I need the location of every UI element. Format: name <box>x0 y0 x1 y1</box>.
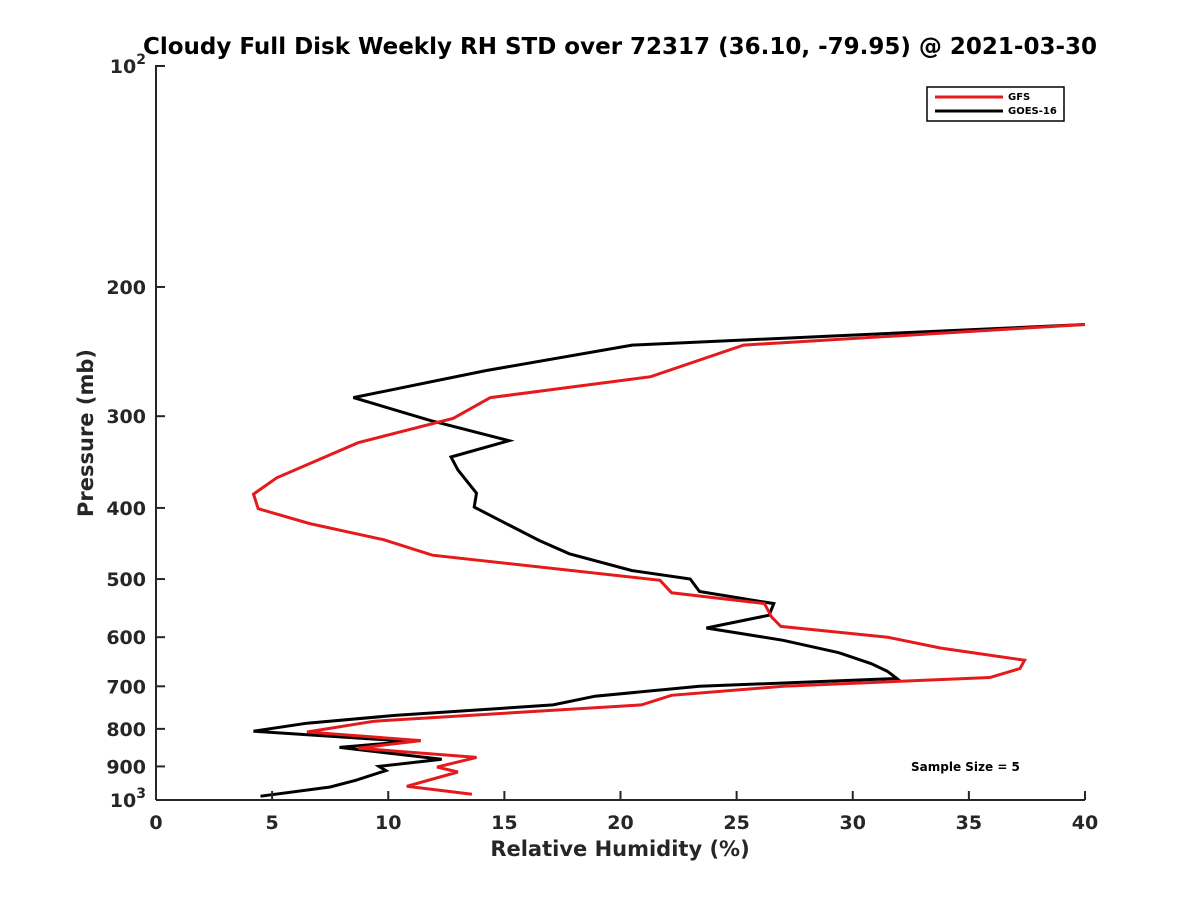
legend-label-gfs: GFS <box>1008 92 1030 103</box>
x-tick-label: 40 <box>1072 812 1098 834</box>
x-axis-label: Relative Humidity (%) <box>490 837 749 861</box>
y-tick-label: 400 <box>106 498 146 520</box>
x-tick-label: 35 <box>956 812 982 834</box>
legend-label-goes16: GOES-16 <box>1008 106 1057 117</box>
x-tick-label: 0 <box>149 812 162 834</box>
plot-area: 0 5 10 15 20 25 30 35 40 102 200 300 400 500 600 700 800… <box>106 52 1098 834</box>
series-lines <box>251 323 1086 798</box>
y-tick-label: 900 <box>106 756 146 778</box>
y-tick-label: 700 <box>106 676 146 698</box>
y-tick-label: 200 <box>106 277 146 299</box>
legend-box <box>926 86 1065 122</box>
y-axis-label: Pressure (mb) <box>74 349 98 517</box>
series-line-gfs <box>251 323 1086 796</box>
x-tick-label: 30 <box>840 812 866 834</box>
x-tick-label: 25 <box>723 812 749 834</box>
x-tick-label: 5 <box>266 812 279 834</box>
axes: 0 5 10 15 20 25 30 35 40 102 200 300 400 500 600 700 800… <box>106 52 1098 834</box>
legend: GFS GOES-16 <box>926 86 1065 122</box>
series-line-goes16 <box>253 323 1086 798</box>
x-tick-label: 15 <box>491 812 517 834</box>
y-tick-label: 300 <box>106 406 146 428</box>
sample-size-annotation: Sample Size = 5 <box>911 760 1020 774</box>
y-tick-label: 600 <box>106 627 146 649</box>
chart-title: Cloudy Full Disk Weekly RH STD over 7231… <box>143 34 1097 60</box>
y-tick-label: 102 <box>110 52 146 78</box>
y-tick-label: 800 <box>106 719 146 741</box>
y-tick-label: 103 <box>110 786 146 812</box>
x-tick-label: 10 <box>375 812 401 834</box>
x-tick-label: 20 <box>607 812 633 834</box>
y-tick-label: 500 <box>106 569 146 591</box>
